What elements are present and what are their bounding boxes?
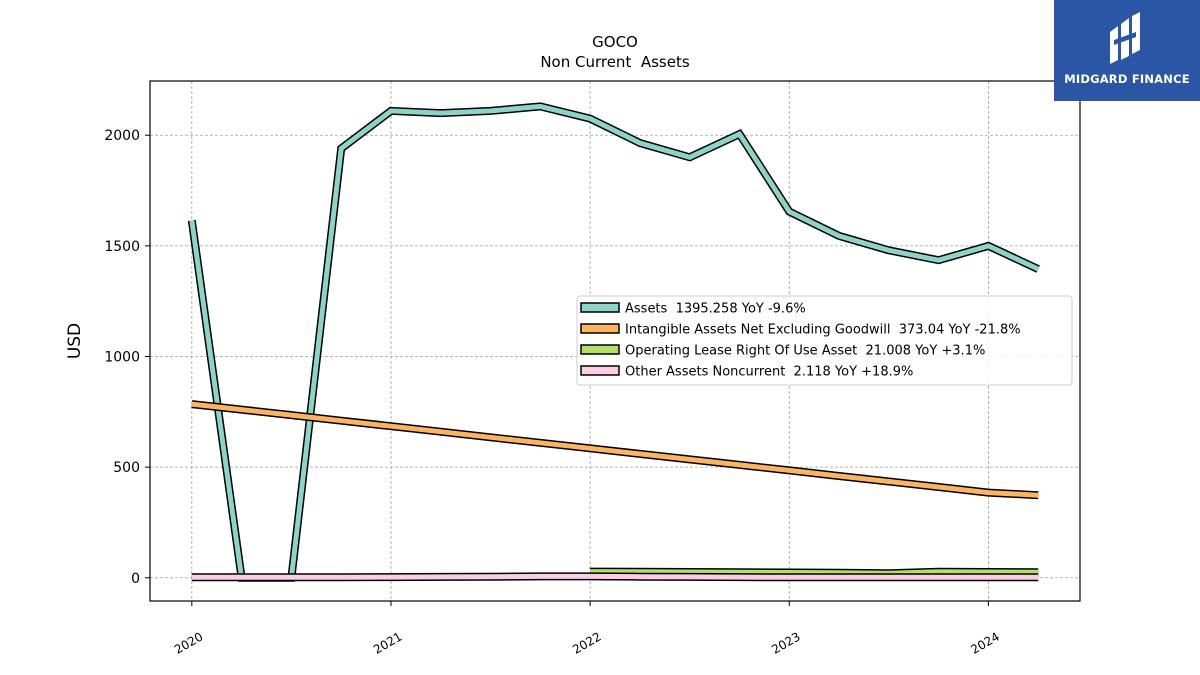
legend-swatch [580,365,620,376]
chart-subtitle: Non Current Assets [540,53,690,71]
legend: Assets 1395.258 YoY -9.6% Intangible Asse… [576,295,1073,386]
series-line-fill [191,573,1039,580]
series-line [191,400,1039,500]
legend-label: Assets 1395.258 YoY -9.6% [625,302,806,317]
y-tick-label: 2000 [104,128,140,144]
x-tick-label: 2020 [172,629,205,656]
series-line [590,567,1039,578]
y-tick-label: 1000 [104,349,140,365]
brand-name: MIDGARD FINANCE [1064,72,1190,86]
y-tick-label: 500 [113,460,140,476]
series-line-fill [189,103,1040,581]
legend-label: Operating Lease Right Of Use Asset 21.00… [625,344,985,359]
legend-box [576,295,1073,386]
chart-title: GOCO [592,33,638,51]
series-line [187,102,1040,582]
x-tick-label: 2022 [570,629,603,656]
legend-item: Assets 1395.258 YoY -9.6% [580,302,806,317]
series-line-fill [590,569,1039,576]
series-lines [187,102,1040,582]
y-axis-label: USD [65,323,85,359]
midgard-logo-icon [1110,12,1140,64]
x-tick-label: 2021 [371,629,404,656]
legend-item: Other Assets Noncurrent 2.118 YoY +18.9% [580,365,913,380]
x-axis: 2020 2021 2022 2023 2024 [172,601,1002,657]
legend-swatch [580,323,620,334]
y-tick-label: 1500 [104,239,140,255]
legend-label: Intangible Assets Net Excluding Goodwill… [625,323,1021,338]
legend-swatch [580,302,620,313]
y-axis: 0 500 1000 1500 2000 [104,128,150,587]
series-line [191,572,1039,582]
x-tick-label: 2023 [769,629,802,656]
x-tick-label: 2024 [968,629,1001,656]
y-tick-label: 0 [131,571,140,587]
legend-item: Operating Lease Right Of Use Asset 21.00… [580,344,985,359]
legend-label: Other Assets Noncurrent 2.118 YoY +18.9% [625,365,913,380]
legend-item: Intangible Assets Net Excluding Goodwill… [580,323,1021,338]
legend-swatch [580,344,620,355]
series-line-fill [191,401,1039,498]
brand-logo: MIDGARD FINANCE [1054,0,1200,101]
plot-area-frame [149,80,1081,602]
